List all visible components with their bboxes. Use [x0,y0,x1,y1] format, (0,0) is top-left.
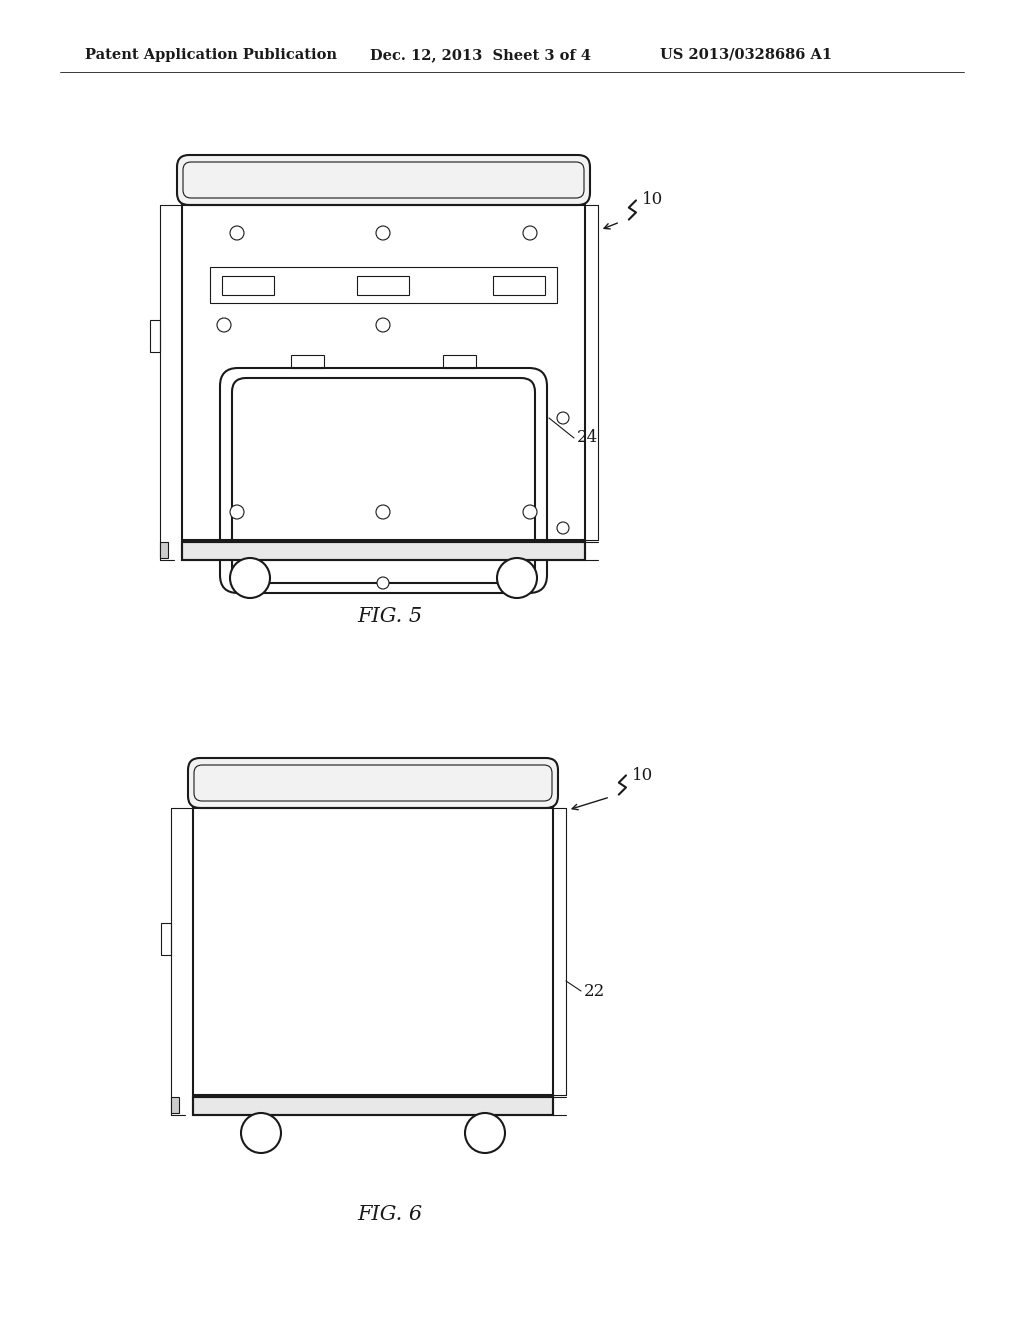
Text: 22: 22 [584,982,605,999]
Circle shape [217,318,231,333]
Circle shape [230,558,270,598]
Text: FIG. 6: FIG. 6 [357,1205,423,1225]
Circle shape [497,558,537,598]
Bar [161,923,171,954]
Circle shape [376,226,390,240]
Circle shape [377,577,389,589]
Circle shape [241,1113,281,1152]
Circle shape [557,521,569,535]
Circle shape [523,506,537,519]
Bar [182,205,585,540]
Text: 10: 10 [632,767,653,784]
FancyBboxPatch shape [177,154,590,205]
Text: 24: 24 [577,429,598,446]
Circle shape [376,506,390,519]
Bar [193,1097,553,1115]
Text: Patent Application Publication: Patent Application Publication [85,48,337,62]
Bar [182,543,585,560]
Bar [150,319,160,352]
Text: 10: 10 [642,191,664,209]
Bar [222,276,274,294]
Bar [182,543,585,560]
Text: US 2013/0328686 A1: US 2013/0328686 A1 [660,48,833,62]
Bar [193,808,553,1096]
Bar [291,355,324,368]
Bar [210,267,557,304]
Bar [160,543,168,558]
Bar [443,355,476,368]
Circle shape [523,226,537,240]
Bar [171,1097,179,1113]
Text: FIG. 5: FIG. 5 [357,606,423,626]
Text: Dec. 12, 2013  Sheet 3 of 4: Dec. 12, 2013 Sheet 3 of 4 [370,48,591,62]
Bar [357,276,409,294]
Circle shape [376,318,390,333]
Circle shape [557,412,569,424]
Circle shape [230,226,244,240]
Circle shape [230,506,244,519]
Circle shape [465,1113,505,1152]
FancyBboxPatch shape [188,758,558,808]
Bar [493,276,545,294]
Bar [193,1097,553,1115]
